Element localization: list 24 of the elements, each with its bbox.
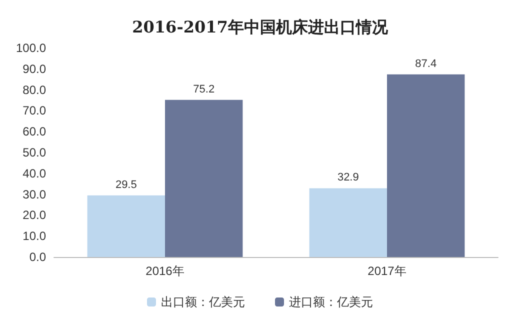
bar [165,100,243,257]
y-tick-label: 50.0 [22,146,46,160]
legend-label: 出口额：亿美元 [161,295,245,309]
data-label: 32.9 [337,172,359,184]
y-tick-label: 10.0 [22,229,46,244]
y-tick-label: 20.0 [22,208,46,222]
bar [309,188,387,257]
x-tick-label: 2017年 [368,264,406,278]
y-tick-label: 40.0 [22,166,46,180]
x-tick-label: 2016年 [146,264,184,278]
y-tick-label: 0.0 [29,250,46,264]
bar [387,74,465,257]
y-tick-label: 90.0 [22,62,46,76]
y-tick-label: 60.0 [22,124,46,139]
y-tick-label: 80.0 [22,82,46,97]
data-label: 75.2 [193,83,215,96]
legend-label: 进口额：亿美元 [289,295,373,309]
data-label: 87.4 [415,58,437,70]
data-label: 29.5 [115,178,137,191]
y-tick-label: 100.0 [16,41,46,55]
y-tick-label: 70.0 [22,104,46,118]
y-tick-label: 30.0 [22,187,46,202]
bar [87,195,165,257]
chart-title: 2016-2017年中国机床进出口情况 [132,18,389,36]
